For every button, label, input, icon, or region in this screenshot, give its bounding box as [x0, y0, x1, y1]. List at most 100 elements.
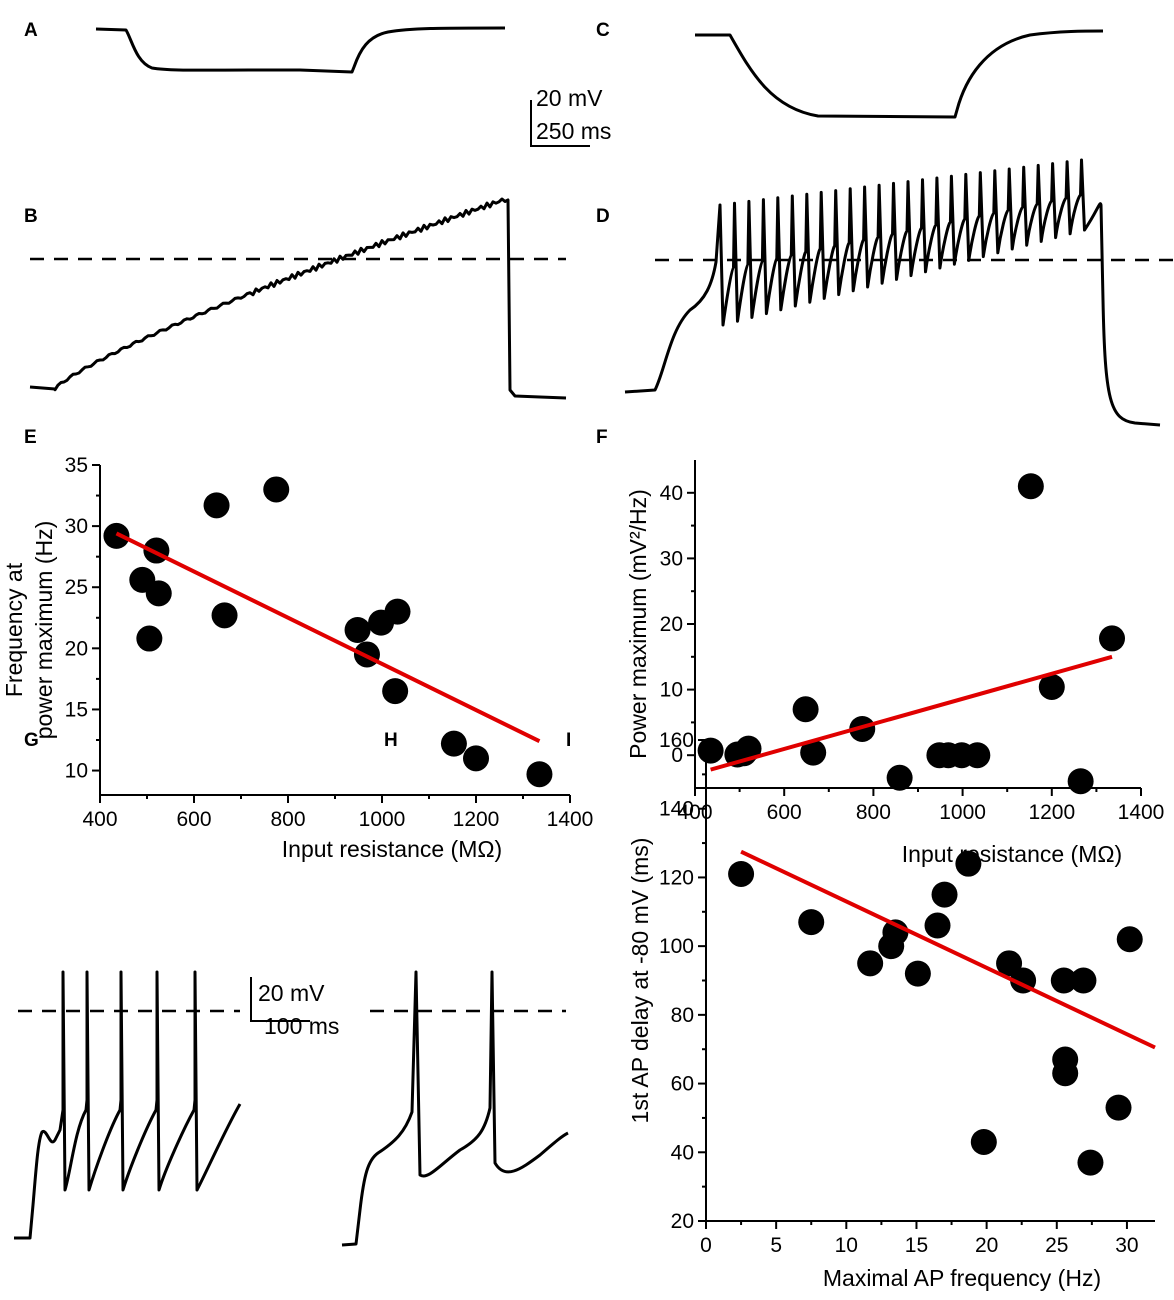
y-tick-label-f: 30	[660, 547, 683, 570]
x-tick-label-e: 1200	[453, 808, 500, 831]
data-point-e	[344, 617, 371, 643]
chart-f: 400 600 800 1000 1200 1400 0 10 20 30 40 Input resi…	[625, 460, 1164, 867]
panel-label-f: F	[596, 427, 608, 448]
y-tick-label-e: 35	[65, 454, 88, 477]
x-tick-label-i: 10	[835, 1234, 858, 1257]
x-tick-label-f: 800	[856, 801, 891, 824]
data-point-e	[145, 580, 172, 607]
fit-line-e	[115, 531, 541, 744]
scale-bar-top-time: 250 ms	[536, 118, 611, 144]
x-tick-label-i: 0	[700, 1234, 712, 1257]
data-point-f	[1038, 673, 1065, 700]
x-tick-label-i: 25	[1045, 1234, 1068, 1257]
x-tick-label-e: 1000	[359, 808, 406, 831]
data-point-f	[800, 739, 827, 766]
data-point-e	[440, 730, 467, 757]
data-point-e	[526, 761, 553, 788]
x-tick-label-e: 800	[270, 808, 305, 831]
y-axis-label-e: Frequency at	[1, 562, 27, 697]
data-point-e	[384, 598, 411, 625]
panel-label-i: I	[566, 730, 571, 751]
data-point-i	[886, 764, 913, 791]
y-tick-label-i: 160	[659, 729, 694, 752]
data-point-e	[103, 522, 130, 549]
scale-bar-bottom	[250, 977, 310, 1022]
panel-label-h: H	[384, 730, 398, 751]
y-tick-label-e: 30	[65, 515, 88, 538]
x-tick-label-i: 5	[770, 1234, 782, 1257]
x-tick-label-f: 1400	[1118, 801, 1165, 824]
y-tick-label-e: 20	[65, 637, 88, 660]
panel-label-b: B	[24, 206, 38, 227]
data-point-i	[1052, 1060, 1079, 1087]
panel-label-g: G	[24, 730, 39, 751]
x-tick-label-f: 600	[767, 801, 802, 824]
y-tick-label-i: 60	[671, 1073, 694, 1096]
data-point-i	[857, 950, 884, 977]
fit-line-f	[710, 654, 1113, 772]
y-tick-label-e: 10	[65, 760, 88, 783]
data-point-i	[1050, 967, 1077, 994]
data-point-i	[1116, 926, 1143, 953]
y-axis-label-i: 1st AP delay at -80 mV (ms)	[627, 838, 653, 1124]
x-tick-label-i: 30	[1115, 1234, 1138, 1257]
trace-a	[95, 26, 506, 74]
data-point-i	[798, 909, 825, 936]
data-point-i	[924, 912, 951, 939]
data-point-i	[1067, 768, 1094, 795]
data-point-f	[792, 696, 819, 723]
chart-i: 0 5 10 15 20 25 30 20 40 60 80 100 120 140 160 Maximal …	[627, 729, 1156, 1291]
y-axis-label-e: power maximum (Hz)	[31, 521, 57, 740]
data-point-i	[996, 950, 1023, 977]
data-point-f	[697, 737, 724, 764]
x-tick-label-f: 1200	[1028, 801, 1075, 824]
data-point-i	[904, 960, 931, 987]
data-point-e	[203, 492, 230, 519]
fit-line-i	[740, 849, 1156, 1050]
data-point-f	[1017, 473, 1044, 500]
data-point-e	[211, 602, 238, 629]
data-point-i	[1077, 1149, 1104, 1176]
y-tick-label-f: 40	[660, 482, 683, 505]
data-point-i	[931, 881, 958, 908]
data-point-e	[263, 476, 290, 503]
trace-h	[341, 970, 569, 1247]
data-point-i	[1105, 1094, 1132, 1121]
panel-label-d: D	[596, 206, 610, 227]
x-tick-label-e: 1400	[547, 808, 594, 831]
y-tick-label-i: 140	[659, 798, 694, 821]
scale-bar-bottom-voltage: 20 mV	[258, 980, 325, 1006]
y-tick-label-i: 100	[659, 935, 694, 958]
panel-label-c: C	[596, 20, 610, 41]
trace-b	[29, 197, 567, 400]
y-tick-label-i: 20	[671, 1210, 694, 1233]
trace-g	[14, 970, 242, 1240]
y-tick-label-i: 120	[659, 866, 694, 889]
y-tick-label-e: 25	[65, 576, 88, 599]
data-point-f	[1099, 625, 1126, 652]
x-tick-label-f: 400	[677, 801, 712, 824]
x-tick-label-i: 20	[975, 1234, 998, 1257]
y-tick-label-f: 0	[671, 744, 683, 767]
y-axis-label-f: Power maximum (mV²/Hz)	[625, 489, 651, 759]
x-tick-label-e: 600	[176, 808, 211, 831]
x-tick-label-e: 400	[82, 808, 117, 831]
scale-bar-top	[530, 100, 590, 147]
data-point-e	[463, 745, 489, 772]
y-tick-label-f: 20	[660, 613, 683, 636]
y-tick-label-i: 40	[671, 1141, 694, 1164]
x-tick-label-f: 1000	[939, 801, 986, 824]
trace-c	[695, 29, 1104, 119]
panel-label-e: E	[24, 427, 37, 448]
data-point-i	[955, 850, 982, 877]
trace-d	[624, 158, 1161, 427]
data-point-i	[1070, 967, 1097, 994]
data-point-i	[970, 1128, 997, 1155]
y-tick-label-i: 80	[671, 1004, 694, 1027]
x-axis-label-f: Input resistance (MΩ)	[902, 841, 1122, 867]
x-tick-label-i: 15	[905, 1234, 928, 1257]
scale-bar-bottom-time: 100 ms	[264, 1013, 339, 1039]
scale-bar-top-voltage: 20 mV	[536, 85, 603, 111]
y-tick-label-f: 10	[660, 679, 683, 702]
